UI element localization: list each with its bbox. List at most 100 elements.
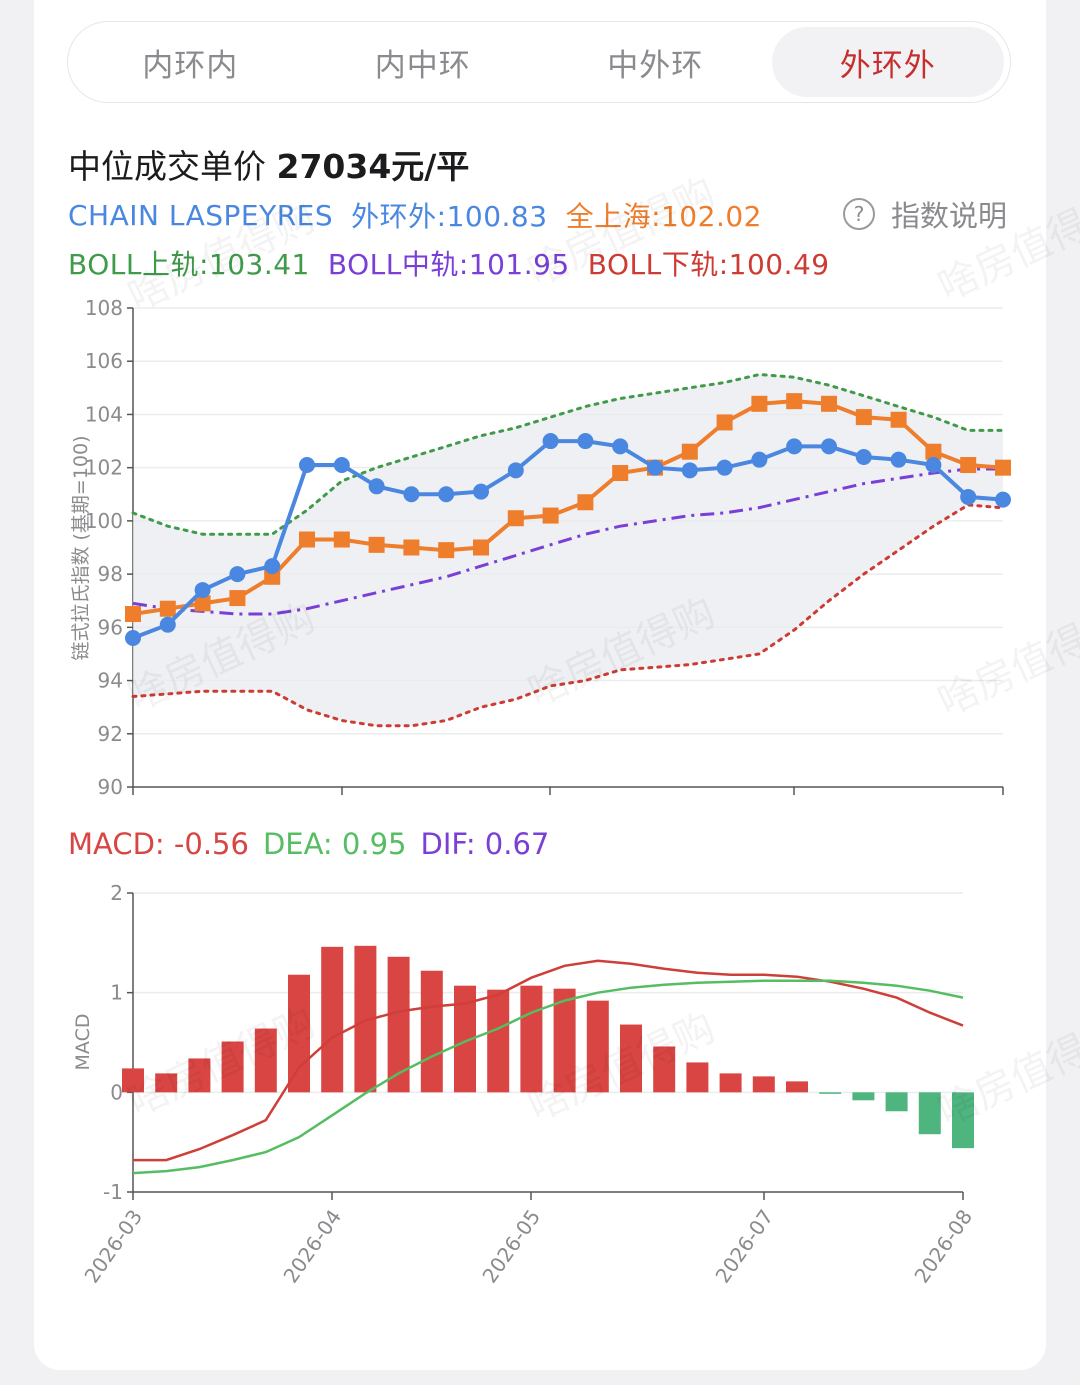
shanghai-point [403, 539, 420, 556]
shanghai-point [159, 600, 176, 617]
macd-bar [719, 1073, 742, 1093]
macd-bar [288, 974, 310, 1093]
shanghai-point [125, 606, 141, 623]
y-tick-label: 104 [85, 402, 123, 426]
shanghai-point [542, 507, 559, 524]
y-tick-label: 90 [98, 775, 123, 799]
y-tick-label: 106 [85, 349, 123, 373]
boll-legend: BOLL上轨:103.41 BOLL中轨:101.95 BOLL下轨:100.4… [68, 243, 848, 283]
shanghai-point [299, 531, 315, 548]
legend-dea: DEA: 0.95 [262, 827, 407, 861]
tab-outer-ring[interactable]: 外环外 [771, 27, 1004, 97]
macd-bar [454, 985, 476, 1093]
boll-band-fill [133, 374, 1003, 726]
macd-bar [188, 1058, 211, 1093]
x-tick-label: 2026-05 [477, 1205, 545, 1287]
shanghai-point [925, 443, 942, 460]
help-label: 指数说明 [891, 199, 1008, 233]
macd-bar [155, 1073, 178, 1093]
y-tick-label: 96 [98, 615, 123, 639]
macd-bar [852, 1092, 875, 1101]
y-tick-label: 94 [98, 669, 123, 693]
outer-ring-point [716, 459, 733, 476]
macd-bar [952, 1092, 974, 1149]
tab-middle-outer-ring[interactable]: 中外环 [607, 47, 704, 84]
outer-ring-point [403, 486, 420, 503]
boll-lower-line [131, 503, 1005, 728]
macd-bar [321, 946, 344, 1093]
region-tabs: 内环内 内中环 中外环 外环外 [67, 21, 1011, 103]
outer-ring-point [368, 478, 385, 495]
macd-bar [918, 1092, 941, 1135]
shanghai-point [438, 542, 455, 559]
macd-bar [122, 1068, 144, 1093]
y-tick-label: 1 [110, 981, 123, 1005]
shanghai-point [333, 531, 350, 548]
x-tick-label: 2026-03 [79, 1205, 147, 1287]
legend-outer-ring: 外环外:100.83 [351, 200, 548, 233]
y-tick-label: 98 [98, 562, 123, 586]
boll-middle-line [132, 467, 1003, 616]
y-tick-label: 92 [98, 722, 123, 746]
shanghai-point [473, 539, 489, 556]
legend-chain-laspeyres: CHAIN LASPEYRES [68, 198, 334, 232]
legend-shanghai: 全上海:102.02 [565, 200, 762, 233]
outer-ring-point [438, 486, 455, 503]
shanghai-point [577, 494, 594, 511]
shanghai-point [612, 464, 629, 481]
shanghai-point [368, 536, 385, 553]
legend-macd: MACD: -0.56 [68, 827, 249, 861]
outer-ring-point [542, 433, 559, 450]
y-tick-label: 102 [85, 456, 123, 480]
shanghai-point [855, 409, 872, 426]
y-tick-label: 100 [85, 509, 123, 533]
macd-bar [586, 1000, 609, 1093]
legend-boll-lower: BOLL下轨:100.49 [587, 248, 830, 281]
macd-legend: MACD: -0.56 DEA: 0.95 DIF: 0.67 [68, 827, 563, 861]
index-legend: CHAIN LASPEYRES 外环外:100.83 全上海:102.02 [68, 195, 780, 235]
shanghai-point [507, 510, 524, 527]
y-tick-label: 0 [110, 1080, 123, 1104]
outer-ring-point [299, 457, 315, 474]
shanghai-point [995, 459, 1011, 476]
shanghai-point [821, 395, 837, 412]
macd-bar [819, 1092, 842, 1094]
outer-ring-point [473, 483, 489, 500]
shanghai-point [229, 590, 246, 607]
macd-bar [786, 1081, 808, 1093]
outer-ring-point [960, 488, 977, 505]
outer-ring-point [821, 438, 837, 455]
outer-ring-point [925, 457, 942, 474]
outer-ring-point [125, 629, 141, 646]
shanghai-point [786, 393, 803, 410]
y-axis-title: 链式拉氏指数 (基期=100) [70, 435, 92, 660]
boll-upper-line [131, 372, 1005, 536]
x-tick-label: 2026-04 [278, 1205, 346, 1287]
legend-dif: DIF: 0.67 [420, 827, 550, 861]
outer-ring-point [159, 616, 176, 633]
outer-ring-point [995, 491, 1011, 508]
tab-inner-ring[interactable]: 内环内 [142, 47, 239, 84]
outer-ring-point [681, 462, 698, 479]
outer-ring-point [890, 451, 907, 468]
dea-line [132, 979, 964, 1175]
macd-bar [354, 945, 377, 1093]
index-help-link[interactable]: ? 指数说明 [843, 193, 1007, 235]
median-price: 27034元/平 [276, 147, 470, 186]
outer-ring-point [612, 438, 629, 455]
shanghai-point [890, 411, 907, 428]
shanghai-point [751, 395, 768, 412]
macd-bar [752, 1076, 775, 1093]
shanghai-point [194, 595, 211, 612]
title-prefix: 中位成交单价 [68, 147, 277, 186]
macd-bar [653, 1046, 676, 1093]
outer-ring-point [647, 459, 663, 476]
legend-boll-middle: BOLL中轨:101.95 [327, 248, 570, 281]
outer-ring-point [333, 457, 350, 474]
macd-bar [553, 988, 576, 1093]
legend-boll-upper: BOLL上轨:103.41 [68, 248, 310, 281]
outer-ring-point [855, 449, 872, 466]
tab-inner-middle-ring[interactable]: 内中环 [374, 47, 471, 84]
y-tick-label: -1 [103, 1180, 123, 1204]
shanghai-point [960, 457, 977, 474]
